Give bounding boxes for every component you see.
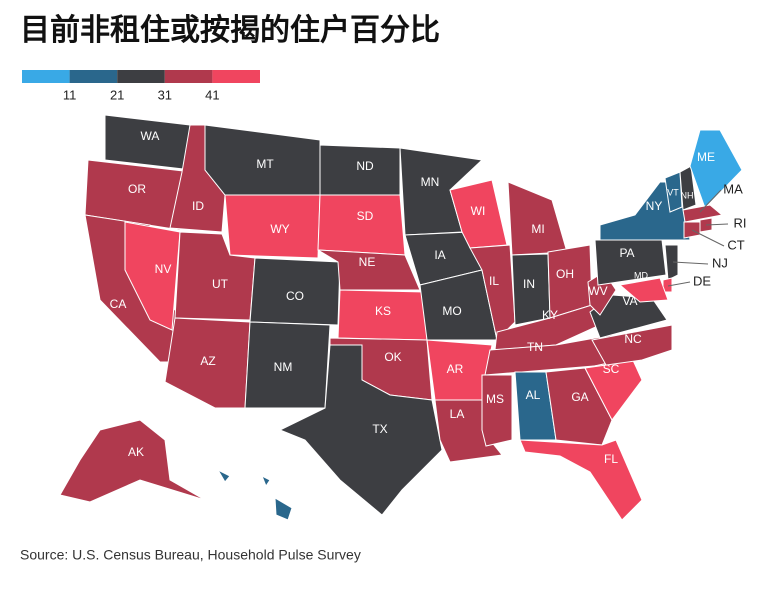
state-label: NV xyxy=(155,262,172,276)
legend-swatch xyxy=(164,70,213,83)
state-label: RI xyxy=(734,215,747,230)
state-label: MT xyxy=(256,157,274,171)
state-label: IL xyxy=(489,274,499,288)
state-shape xyxy=(481,374,513,447)
state-label: OH xyxy=(556,267,574,281)
state-label: IA xyxy=(434,248,445,262)
state-label: FL xyxy=(604,452,618,466)
state-label: MA xyxy=(723,181,743,196)
state-label: MD xyxy=(634,270,648,280)
state-label: MS xyxy=(486,392,504,406)
state-shape xyxy=(278,344,443,516)
state-shape xyxy=(317,249,421,291)
state-label: OR xyxy=(128,182,146,196)
state-label: DE xyxy=(693,273,711,288)
state-label: SD xyxy=(357,209,374,223)
leader-line xyxy=(667,281,691,287)
leader-line xyxy=(672,261,709,265)
state-label: OK xyxy=(384,350,401,364)
state-label: NM xyxy=(274,360,293,374)
state-label: LA xyxy=(450,407,465,421)
state-label: AZ xyxy=(200,354,215,368)
leader-line xyxy=(705,223,729,226)
state-shape xyxy=(664,244,679,281)
state-shape xyxy=(507,181,568,256)
legend-tick-label: 31 xyxy=(158,87,172,102)
legend-swatch xyxy=(117,70,165,83)
state-shape xyxy=(274,497,293,521)
state-shape xyxy=(689,129,743,209)
state-shape xyxy=(216,468,231,483)
state-label: ND xyxy=(356,159,374,173)
state-label: AR xyxy=(447,362,464,376)
legend-swatch xyxy=(22,70,70,83)
state-label: IN xyxy=(523,277,535,291)
state-label: WV xyxy=(588,284,607,298)
legend-tick-label: 21 xyxy=(110,87,124,102)
state-shape xyxy=(584,324,673,369)
state-label: MI xyxy=(531,222,544,236)
state-label: MN xyxy=(421,175,440,189)
legend-tick-label: 41 xyxy=(205,87,219,102)
state-shape xyxy=(618,277,669,303)
state-label: CO xyxy=(286,289,304,303)
state-shape xyxy=(249,257,341,326)
state-label: NH xyxy=(681,190,694,200)
source: Source: U.S. Census Bureau, Household Pu… xyxy=(20,547,361,563)
legend-tick-label: 11 xyxy=(63,87,77,102)
state-label: WI xyxy=(471,204,486,218)
state-shape xyxy=(164,317,251,409)
state-label: VT xyxy=(667,187,679,197)
legend-swatch xyxy=(212,70,260,83)
state-shape xyxy=(84,159,193,231)
state-shape xyxy=(682,204,724,223)
state-label: CA xyxy=(110,297,127,311)
state-label: AL xyxy=(526,388,541,402)
state-shape xyxy=(317,194,406,256)
state-label: SC xyxy=(603,362,620,376)
state-shape xyxy=(124,221,181,331)
state-label: TX xyxy=(372,422,387,436)
state-label: CT xyxy=(727,237,744,252)
state-label: NC xyxy=(624,332,642,346)
state-label: NJ xyxy=(712,255,728,270)
state-label: WA xyxy=(141,129,160,143)
title: 目前非租住或按揭的住户百分比 xyxy=(20,14,440,47)
leader-line xyxy=(691,229,725,247)
state-label: KS xyxy=(375,304,391,318)
state-label: VA xyxy=(622,294,637,308)
state-label: ME xyxy=(697,150,715,164)
state-label: KY xyxy=(542,308,558,322)
state-label: NE xyxy=(359,255,376,269)
state-label: ID xyxy=(192,199,204,213)
legend-swatch xyxy=(69,70,118,83)
state-label: UT xyxy=(212,277,229,291)
leader-line xyxy=(699,189,722,213)
state-label: NY xyxy=(646,199,663,213)
state-label: TN xyxy=(527,340,543,354)
state-shape xyxy=(519,439,643,521)
state-label: PA xyxy=(619,246,634,260)
state-shape xyxy=(545,367,613,446)
state-label: WY xyxy=(270,222,289,236)
state-shape xyxy=(679,165,697,211)
state-label: AK xyxy=(128,445,144,459)
state-label: MO xyxy=(442,304,461,318)
state-shape xyxy=(261,474,271,488)
state-shape xyxy=(59,419,206,503)
state-shape xyxy=(664,171,683,213)
state-shape xyxy=(224,194,321,259)
state-label: GA xyxy=(571,390,588,404)
